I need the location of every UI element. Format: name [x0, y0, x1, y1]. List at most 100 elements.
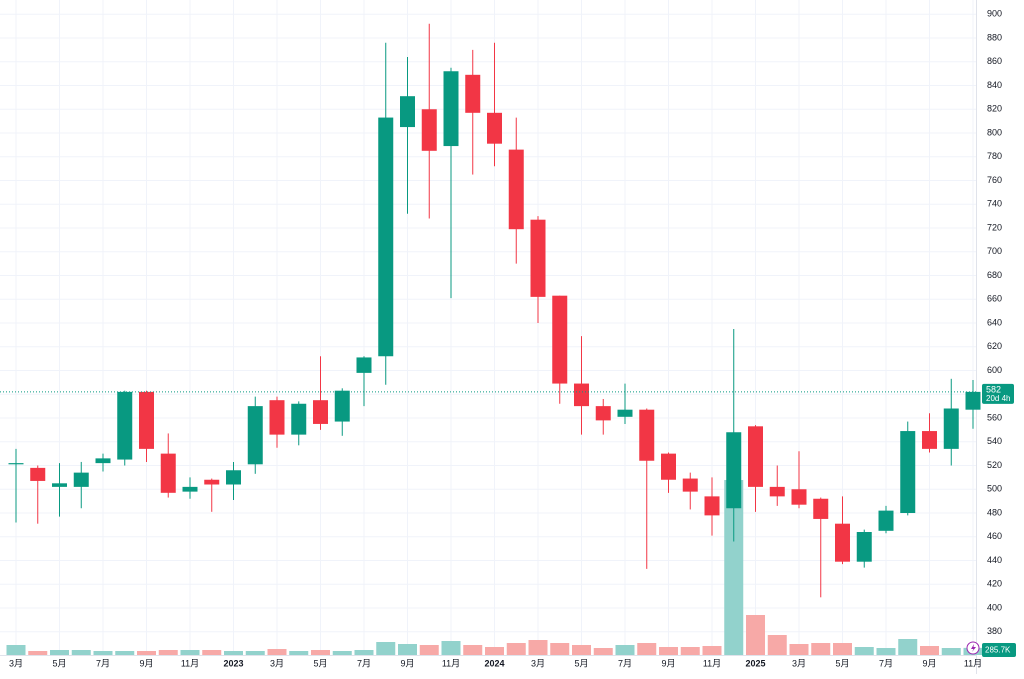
volume-bar — [941, 648, 961, 655]
x-tick-label: 5月 — [835, 658, 849, 668]
y-tick-label: 700 — [987, 246, 1002, 256]
candle-body — [139, 391, 154, 449]
x-tick-label: 11月 — [703, 658, 721, 668]
y-tick-label: 520 — [987, 460, 1002, 470]
candle-body — [8, 463, 24, 465]
x-tick-label: 5月 — [313, 658, 327, 668]
candle-body — [204, 479, 220, 485]
candle-body — [726, 432, 742, 509]
volume-bar — [332, 651, 352, 655]
volume-bar — [376, 642, 396, 655]
candle-body — [878, 510, 894, 531]
volume-bar — [267, 649, 287, 655]
x-tick-label: 7月 — [879, 658, 893, 668]
candle-body — [117, 391, 133, 460]
x-tick-label: 9月 — [661, 658, 675, 668]
y-tick-label: 480 — [987, 507, 1002, 517]
candle-body — [160, 453, 176, 493]
volume-bar — [637, 643, 657, 655]
x-tick-label: 5月 — [574, 658, 588, 668]
x-tick-label: 9月 — [139, 658, 153, 668]
candle-body — [835, 523, 850, 562]
volume-bar — [6, 645, 26, 655]
volume-bar — [659, 647, 678, 655]
candle-body — [30, 467, 46, 481]
volume-bar — [50, 650, 69, 655]
y-tick-label: 560 — [987, 412, 1002, 422]
volume-bar — [137, 651, 156, 655]
label-layer: 3804004204404604805005205405605806006206… — [0, 9, 1016, 668]
candle-body — [552, 295, 568, 384]
x-tick-label: 3月 — [9, 658, 23, 668]
volume-bar — [854, 647, 874, 655]
y-tick-label: 780 — [987, 151, 1002, 161]
candle-body — [247, 406, 263, 465]
grid — [0, 0, 976, 655]
y-tick-label: 860 — [987, 56, 1002, 66]
y-tick-label: 400 — [987, 602, 1002, 612]
y-tick-label: 740 — [987, 199, 1002, 209]
x-tick-label: 2025 — [745, 658, 765, 668]
candle-body — [226, 470, 241, 485]
candle-body — [769, 486, 785, 497]
y-tick-label: 660 — [987, 294, 1002, 304]
candle-body — [965, 391, 981, 410]
candle-body — [661, 453, 676, 480]
alert-bolt — [971, 644, 976, 652]
candle-body — [73, 472, 89, 487]
candle-body — [95, 458, 111, 464]
volume-bar — [767, 635, 787, 655]
volume-bar — [680, 647, 700, 655]
candle-body — [900, 431, 916, 513]
candle-body — [595, 406, 611, 421]
volume-bar — [789, 644, 809, 655]
y-tick-label: 460 — [987, 531, 1002, 541]
x-tick-label: 11月 — [442, 658, 460, 668]
volume-bar — [202, 650, 222, 655]
candle-body — [487, 112, 502, 144]
volume-label-box — [982, 643, 1016, 657]
candle-layer — [8, 23, 981, 598]
y-tick-label: 500 — [987, 484, 1002, 494]
volume-bar — [28, 651, 48, 655]
volume-bar — [746, 615, 765, 655]
volume-bar — [224, 651, 243, 655]
volume-bar — [398, 644, 417, 655]
candle-body — [704, 496, 720, 516]
volume-bar — [463, 645, 483, 655]
candle-body — [356, 357, 372, 373]
last-price-box — [982, 383, 1014, 404]
volume-layer — [6, 480, 983, 655]
candle-body — [639, 409, 655, 461]
candle-body — [791, 489, 807, 505]
volume-bar — [724, 480, 744, 655]
candle-body — [313, 400, 328, 424]
volume-bar — [115, 651, 135, 655]
candle-body — [617, 409, 633, 417]
volume-bar — [833, 643, 852, 655]
candle-body — [269, 400, 285, 435]
volume-bar — [289, 651, 309, 655]
candle-body — [856, 532, 872, 562]
y-tick-label: 640 — [987, 317, 1002, 327]
x-tick-label: 2024 — [484, 658, 504, 668]
volume-bar — [898, 639, 918, 655]
volume-bar — [354, 650, 374, 655]
x-tick-label: 11月 — [964, 658, 982, 668]
volume-bar — [158, 650, 178, 655]
x-tick-label: 11月 — [181, 658, 199, 668]
candle-body — [682, 478, 698, 492]
candle-body — [443, 71, 459, 147]
volume-bar — [615, 645, 635, 655]
volume-bar — [245, 651, 265, 655]
volume-bar — [311, 650, 330, 655]
candle-body — [465, 74, 481, 113]
y-tick-label: 760 — [987, 175, 1002, 185]
candle-body — [813, 498, 829, 519]
x-tick-label: 7月 — [618, 658, 632, 668]
volume-bar — [876, 648, 896, 655]
x-tick-label: 9月 — [922, 658, 936, 668]
x-tick-label: 3月 — [270, 658, 284, 668]
y-tick-label: 600 — [987, 365, 1002, 375]
